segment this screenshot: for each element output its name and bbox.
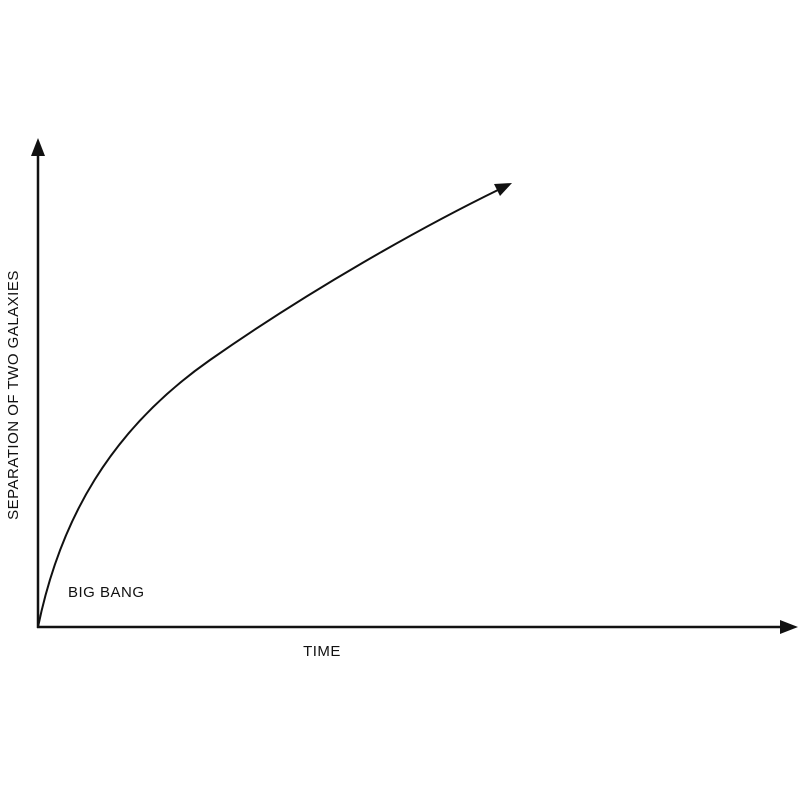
- curve-arrow: [494, 183, 512, 196]
- x-axis-arrow: [780, 620, 798, 634]
- y-axis-arrow: [31, 138, 45, 156]
- annotation: BIG BANG: [68, 584, 145, 601]
- y-axis-label: SEPARATION OF TWO GALAXIES: [5, 270, 22, 520]
- x-axis-label: TIME: [303, 643, 341, 660]
- expansion-curve: [37, 188, 501, 628]
